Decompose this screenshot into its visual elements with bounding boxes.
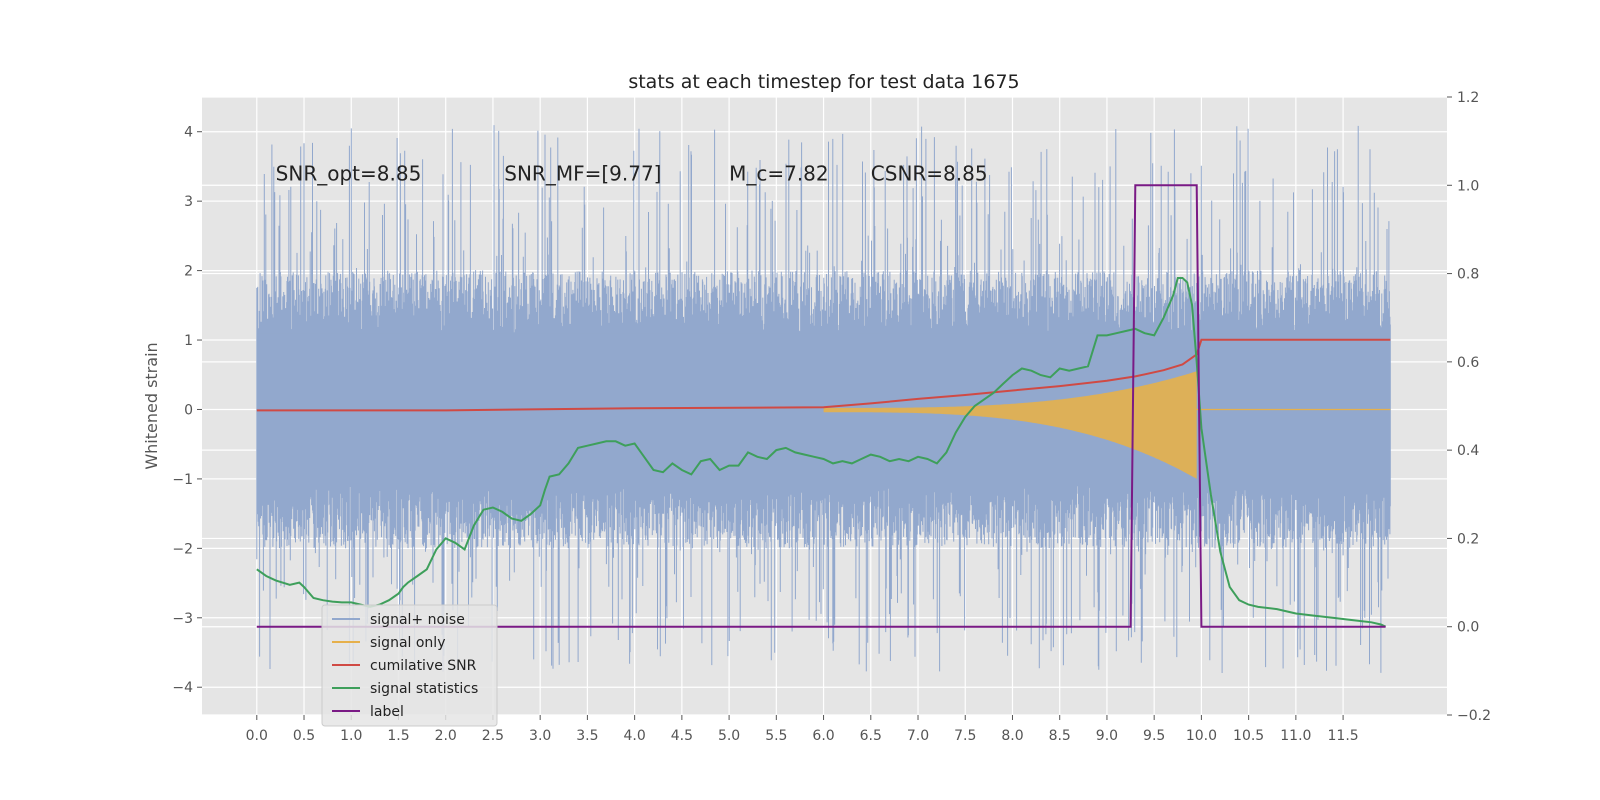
x-tick-label: 6.0 — [812, 728, 834, 744]
legend: signal+ noise signal only cumilative SNR si… — [321, 604, 498, 727]
x-tick-label: 2.0 — [435, 728, 457, 744]
y-axis-title: Whitened strain — [142, 342, 161, 469]
x-tick-label: 4.0 — [623, 728, 645, 744]
legend-label: label — [370, 704, 404, 720]
y2-tick-label: 0.0 — [1457, 620, 1479, 636]
x-tick-label: 1.0 — [340, 728, 362, 744]
x-tick-label: 0.5 — [293, 728, 315, 744]
x-tick-label: 2.5 — [482, 728, 504, 744]
x-tick-label: 7.5 — [954, 728, 976, 744]
series-layer — [256, 125, 1391, 673]
x-tick-label: 11.0 — [1280, 728, 1311, 744]
annotations: SNR_opt=8.85 SNR_MF=[9.77] M_c=7.82 CSNR=8.… — [276, 161, 988, 185]
y2-tick-label: 0.2 — [1457, 531, 1479, 547]
y-tick-label: −3 — [172, 611, 193, 627]
y-tick-label: 0 — [184, 402, 193, 418]
series-label — [256, 184, 1386, 628]
x-tick-label: 3.0 — [529, 728, 551, 744]
legend-label: cumilative SNR — [370, 658, 477, 674]
x-tick-label: 1.5 — [387, 728, 409, 744]
y-tick-label: −2 — [172, 541, 193, 557]
annotation: M_c=7.82 — [729, 161, 829, 185]
x-tick-label: 10.5 — [1233, 728, 1264, 744]
y-tick-label: 2 — [184, 264, 193, 280]
y2-tick-label: 0.6 — [1457, 355, 1479, 371]
y2-tick-label: −0.2 — [1457, 708, 1491, 724]
y2-tick-label: 1.2 — [1457, 90, 1479, 106]
axes: 0.0 0.5 1.0 1.5 2.0 2.5 3.0 3.5 4.0 4.5 5.0 5.5 6.0 6… — [172, 90, 1491, 744]
legend-box — [321, 604, 498, 727]
y-tick-label: 1 — [184, 333, 193, 349]
x-tick-label: 6.5 — [860, 728, 882, 744]
annotation: SNR_MF=[9.77] — [504, 161, 661, 185]
legend-label: signal only — [370, 635, 445, 651]
x-tick-label: 5.0 — [718, 728, 740, 744]
x-tick-label: 5.5 — [765, 728, 787, 744]
x-tick-label: 7.0 — [907, 728, 929, 744]
x-tick-label: 10.0 — [1186, 728, 1217, 744]
y-tick-label: −1 — [172, 472, 193, 488]
series-signal-statistics — [256, 277, 1387, 628]
x-tick-label: 8.5 — [1049, 728, 1071, 744]
y2-tick-label: 1.0 — [1457, 178, 1479, 194]
series-signal-only — [823, 371, 1197, 479]
x-tick-label: 8.0 — [1001, 728, 1023, 744]
y2-tick-label: 0.4 — [1457, 443, 1479, 459]
chart-title: stats at each timestep for test data 167… — [628, 71, 1019, 93]
x-tick-label: 9.5 — [1143, 728, 1165, 744]
legend-label: signal+ noise — [370, 612, 465, 628]
y2-tick-label: 0.8 — [1457, 267, 1479, 283]
legend-label: signal statistics — [370, 681, 478, 697]
annotation: SNR_opt=8.85 — [276, 161, 422, 185]
x-tick-label: 3.5 — [576, 728, 598, 744]
y-tick-label: 3 — [184, 194, 193, 210]
y-tick-label: −4 — [172, 680, 193, 696]
y-tick-label: 4 — [184, 125, 193, 141]
annotation: CSNR=8.85 — [871, 161, 988, 185]
series-cumilative-snr — [256, 338, 1391, 412]
x-tick-label: 9.0 — [1096, 728, 1118, 744]
x-tick-label: 4.5 — [671, 728, 693, 744]
x-tick-label: 11.5 — [1328, 728, 1359, 744]
x-tick-label: 0.0 — [246, 728, 268, 744]
